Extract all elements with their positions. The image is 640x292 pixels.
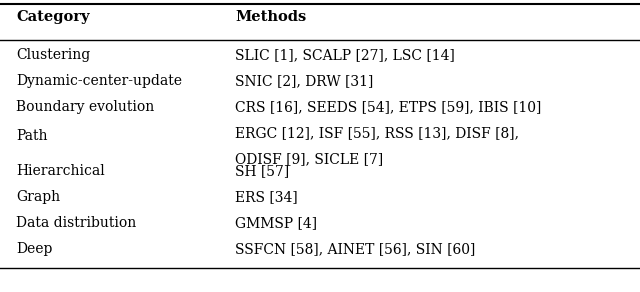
Text: SH [57]: SH [57] [235,164,289,178]
Text: Category: Category [16,10,90,24]
Text: ERS [34]: ERS [34] [235,190,298,204]
Text: Clustering: Clustering [16,48,90,62]
Text: Dynamic-center-update: Dynamic-center-update [16,74,182,88]
Text: CRS [16], SEEDS [54], ETPS [59], IBIS [10]: CRS [16], SEEDS [54], ETPS [59], IBIS [1… [235,100,541,114]
Text: SNIC [2], DRW [31]: SNIC [2], DRW [31] [235,74,373,88]
Text: Methods: Methods [235,10,307,24]
Text: ODISF [9], SICLE [7]: ODISF [9], SICLE [7] [235,152,383,166]
Text: SLIC [1], SCALP [27], LSC [14]: SLIC [1], SCALP [27], LSC [14] [235,48,455,62]
Text: Boundary evolution: Boundary evolution [16,100,154,114]
Text: Graph: Graph [16,190,60,204]
Text: Deep: Deep [16,242,52,256]
Text: ERGC [12], ISF [55], RSS [13], DISF [8],: ERGC [12], ISF [55], RSS [13], DISF [8], [235,126,519,140]
Text: Hierarchical: Hierarchical [16,164,105,178]
Text: SSFCN [58], AINET [56], SIN [60]: SSFCN [58], AINET [56], SIN [60] [235,242,476,256]
Text: Path: Path [16,129,47,143]
Text: Data distribution: Data distribution [16,216,136,230]
Text: GMMSP [4]: GMMSP [4] [235,216,317,230]
